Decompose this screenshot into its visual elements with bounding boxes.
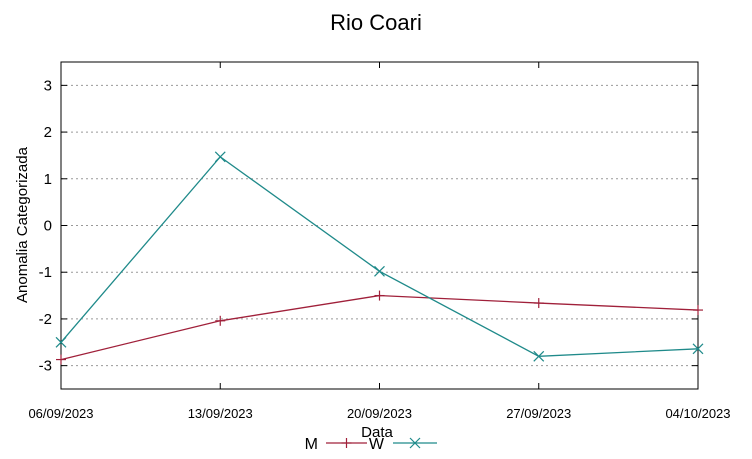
y-tick-label: -3 bbox=[39, 358, 52, 375]
y-tick-label: 2 bbox=[44, 124, 52, 141]
series-layer bbox=[55, 151, 704, 365]
data-point bbox=[533, 350, 545, 362]
x-axis-ticks: 06/09/2023 13/09/2023 20/09/2023 27/09/2023… bbox=[28, 62, 731, 421]
data-point bbox=[374, 265, 385, 277]
x-tick-label: 04/10/2023 bbox=[665, 406, 730, 421]
y-axis-label: Anomalia Categorizada bbox=[14, 146, 31, 303]
x-tick-label: 20/09/2023 bbox=[347, 406, 412, 421]
x-tick-label: 06/09/2023 bbox=[28, 406, 93, 421]
legend-marker bbox=[341, 438, 352, 448]
y-axis-ticks: 3 2 1 0 -1 -2 -3 bbox=[39, 77, 698, 375]
data-point bbox=[56, 354, 66, 365]
y-tick-label: 1 bbox=[44, 171, 52, 188]
x-tick-label: 13/09/2023 bbox=[188, 406, 253, 421]
data-point bbox=[55, 336, 67, 348]
legend-label: W bbox=[369, 436, 385, 453]
series-line bbox=[60, 155, 699, 357]
x-tick-label: 27/09/2023 bbox=[506, 406, 571, 421]
series-line bbox=[60, 294, 699, 361]
data-point bbox=[374, 290, 385, 301]
data-point bbox=[214, 151, 226, 163]
series-W bbox=[55, 151, 704, 362]
y-tick-label: -1 bbox=[39, 264, 52, 281]
chart-title: Rio Coari bbox=[330, 10, 422, 35]
series-M bbox=[56, 290, 703, 365]
y-tick-label: -2 bbox=[39, 311, 52, 328]
legend-label: M bbox=[305, 436, 318, 453]
legend-marker bbox=[409, 437, 421, 449]
data-point bbox=[215, 315, 226, 326]
y-tick-label: 3 bbox=[44, 77, 52, 94]
data-point bbox=[692, 343, 704, 355]
data-point bbox=[533, 298, 544, 309]
grid-lines bbox=[61, 84, 698, 367]
x-axis-label: Data bbox=[361, 424, 393, 441]
data-point bbox=[693, 305, 703, 316]
y-tick-label: 0 bbox=[44, 218, 52, 235]
